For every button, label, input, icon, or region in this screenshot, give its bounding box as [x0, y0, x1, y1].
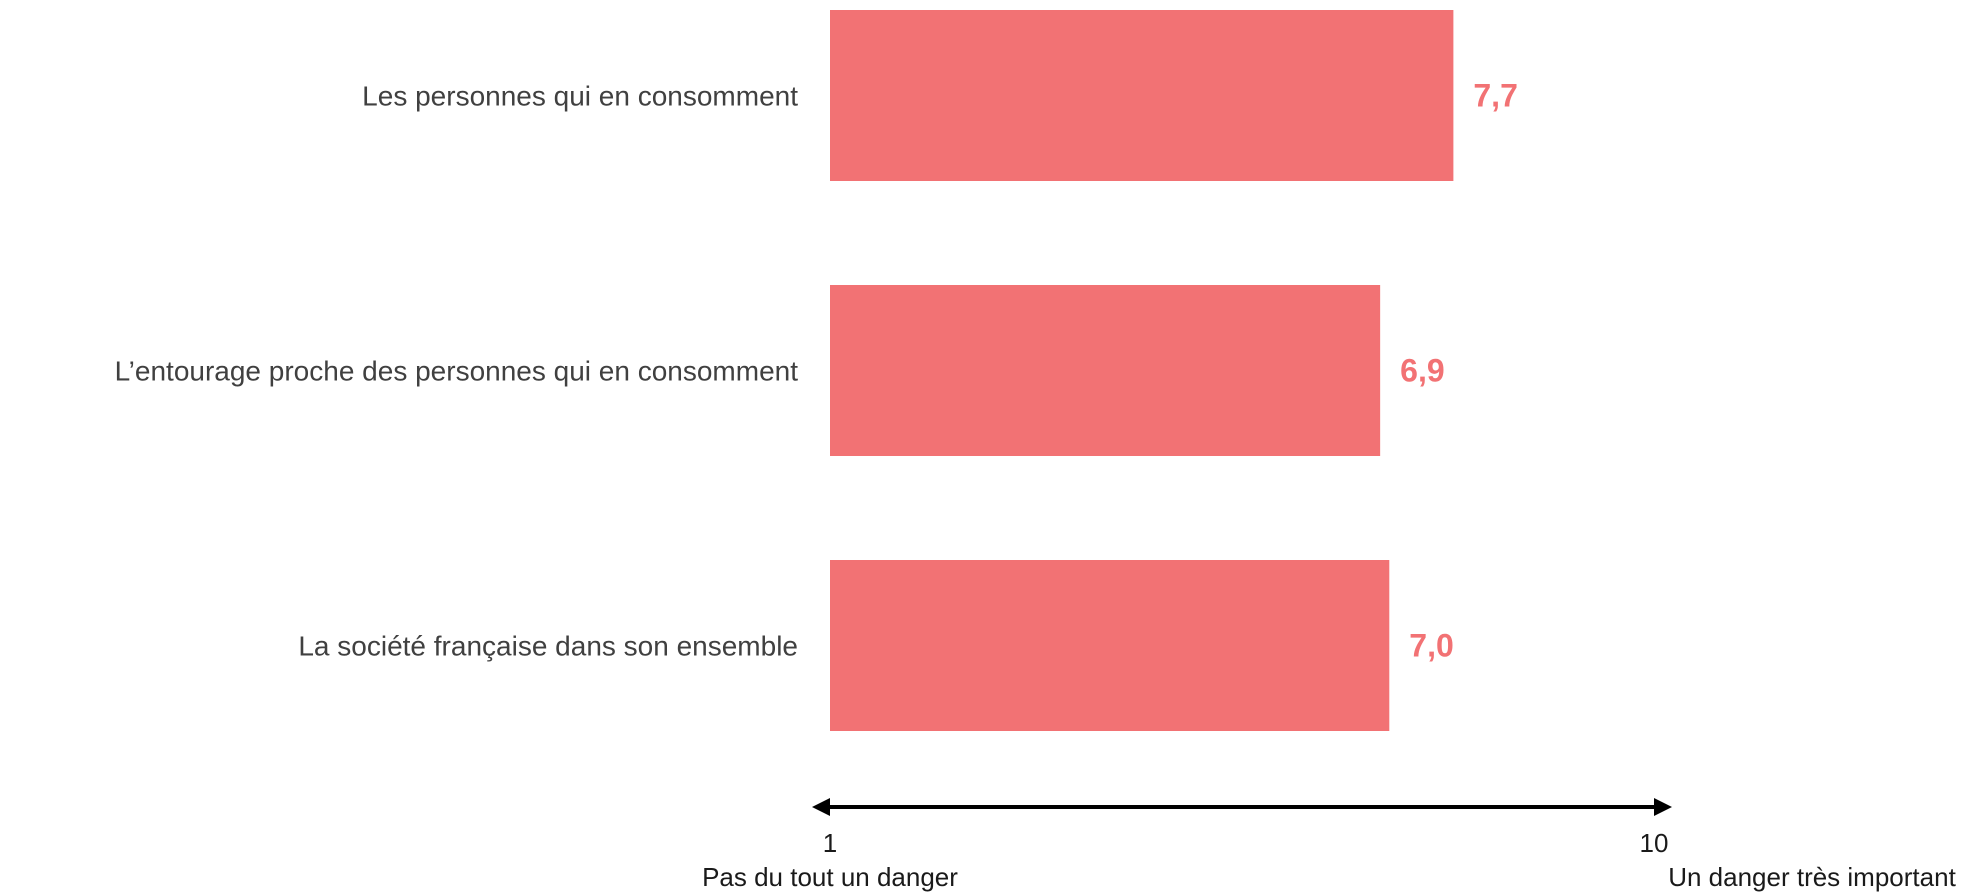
category-label-2: L’entourage proche des personnes qui en …: [115, 356, 799, 387]
category-label-1: Les personnes qui en consomment: [362, 81, 798, 112]
axis-min-label: 1: [823, 828, 837, 858]
axis-max-caption: Un danger très important: [1668, 862, 1956, 892]
scale-arrow-right-icon: [1654, 798, 1672, 816]
scale-arrow-left-icon: [812, 798, 830, 816]
value-label-3: 7,0: [1409, 628, 1453, 664]
value-label-1: 7,7: [1473, 78, 1517, 114]
axis-min-caption: Pas du tout un danger: [702, 862, 958, 892]
category-labels-group: Les personnes qui en consomment L’entoura…: [115, 81, 799, 662]
bar-3: [830, 560, 1390, 731]
bar-1: [830, 10, 1454, 181]
category-label-3: La société française dans son ensemble: [298, 631, 798, 662]
bars-group: [830, 10, 1454, 731]
value-labels-group: 7,7 6,9 7,0: [1400, 78, 1518, 664]
scale-axis: 1 10 Pas du tout un danger Un danger trè…: [702, 798, 1957, 892]
bar-2: [830, 285, 1381, 456]
axis-max-label: 10: [1640, 828, 1669, 858]
value-label-2: 6,9: [1400, 353, 1444, 389]
